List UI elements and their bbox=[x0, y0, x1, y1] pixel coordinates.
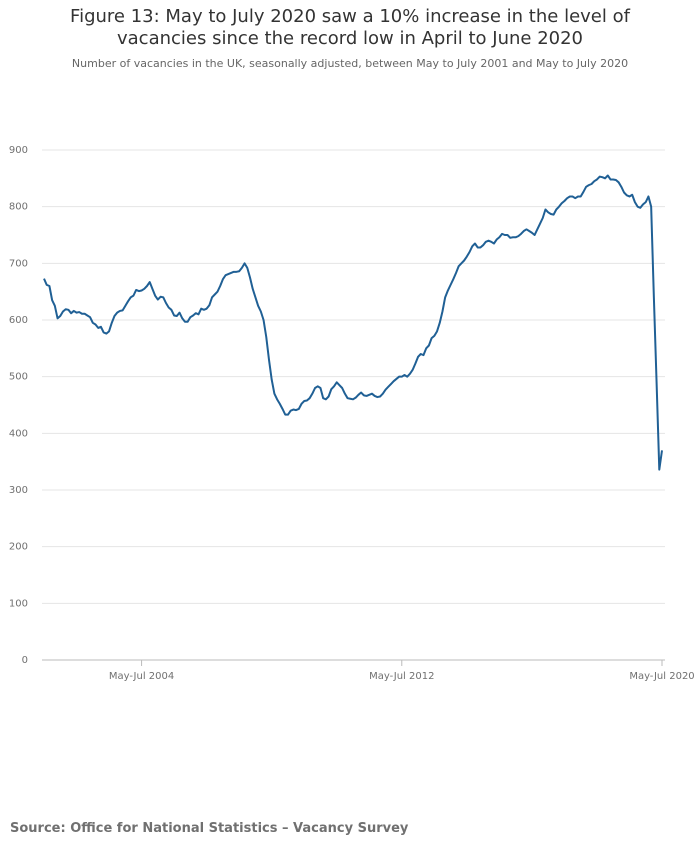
chart-title: Figure 13: May to July 2020 saw a 10% in… bbox=[70, 6, 630, 49]
chart-subtitle: Number of vacancies in the UK, seasonall… bbox=[71, 57, 629, 70]
y-tick-label: 800 bbox=[9, 202, 28, 213]
y-tick-label: 600 bbox=[9, 315, 28, 326]
y-tick-label: 500 bbox=[9, 372, 28, 383]
x-tick-label: May-Jul 2012 bbox=[369, 671, 434, 682]
y-tick-label: 900 bbox=[9, 145, 28, 156]
x-tick-label: May-Jul 2020 bbox=[629, 671, 694, 682]
source-note: Source: Office for National Statistics –… bbox=[10, 821, 409, 836]
y-tick-label: 300 bbox=[9, 485, 28, 496]
y-tick-label: 700 bbox=[9, 258, 28, 269]
y-tick-label: 400 bbox=[9, 428, 28, 439]
x-tick-label: May-Jul 2004 bbox=[109, 671, 174, 682]
y-tick-label: 200 bbox=[9, 542, 28, 553]
y-tick-label: 100 bbox=[9, 598, 28, 609]
y-tick-label: 0 bbox=[22, 655, 28, 666]
data-line bbox=[43, 174, 663, 471]
